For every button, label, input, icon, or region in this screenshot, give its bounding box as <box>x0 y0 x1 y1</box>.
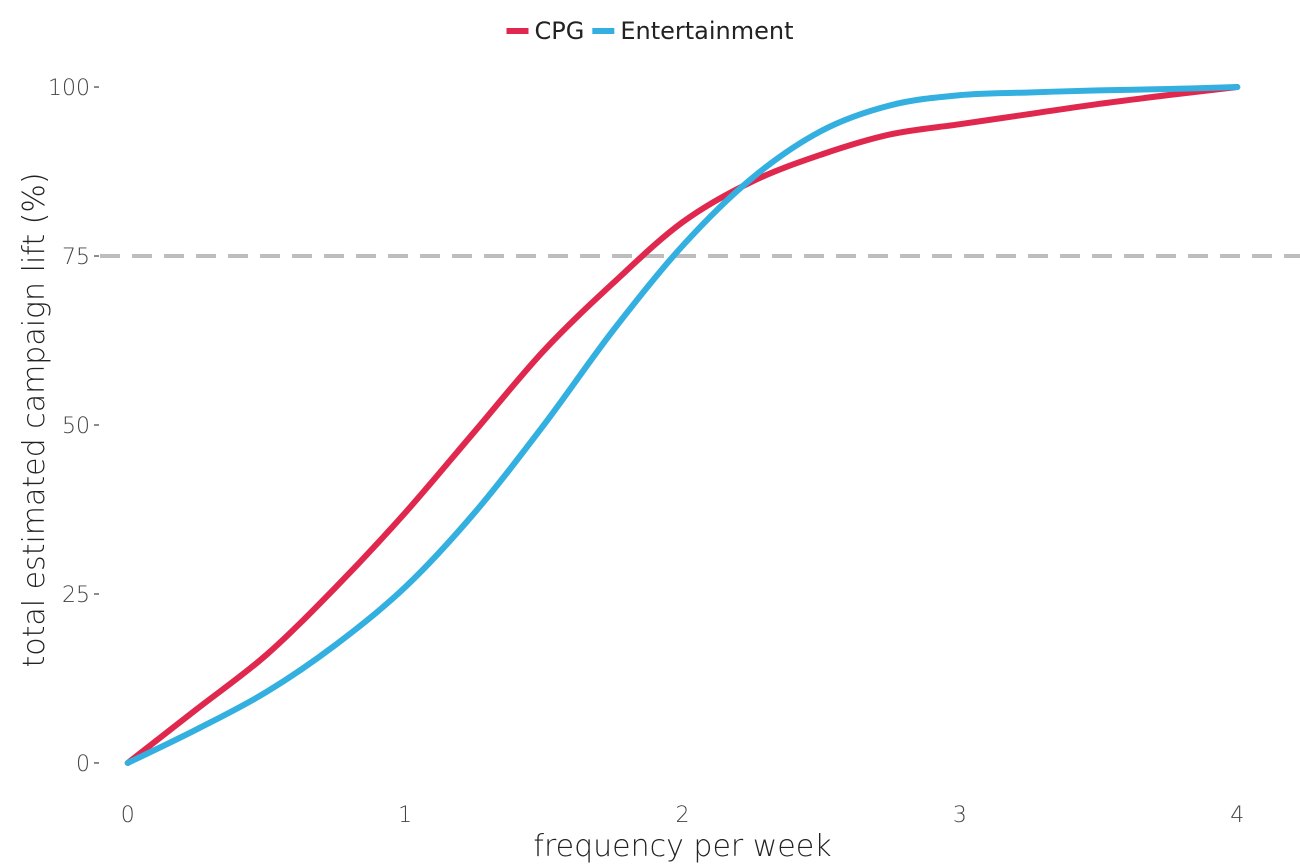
x-axis-title: frequency per week <box>533 829 831 864</box>
y-tick-label: 25 <box>62 583 90 608</box>
x-tick-label: 1 <box>398 803 412 828</box>
y-axis-title: total estimated campaign lift (%) <box>17 172 52 667</box>
series-line-entertainment <box>124 84 1241 766</box>
series-line-cpg <box>124 84 1241 766</box>
y-tick-label: 75 <box>62 245 90 270</box>
y-tick-label: 50 <box>62 414 90 439</box>
legend: CPG Entertainment <box>506 17 794 45</box>
y-tick-label: 0 <box>76 752 90 777</box>
x-tick-label: 4 <box>1230 803 1244 828</box>
x-axis: 0 1 2 3 4 <box>121 803 1245 828</box>
x-tick-label: 3 <box>953 803 967 828</box>
y-tick-label: 100 <box>48 76 90 101</box>
legend-label-entertainment: Entertainment <box>620 17 793 45</box>
series-lines <box>124 84 1241 766</box>
x-tick-label: 2 <box>676 803 690 828</box>
y-axis: 0 25 50 75 100 <box>48 76 99 777</box>
legend-label-cpg: CPG <box>534 17 584 45</box>
x-tick-label: 0 <box>121 803 135 828</box>
